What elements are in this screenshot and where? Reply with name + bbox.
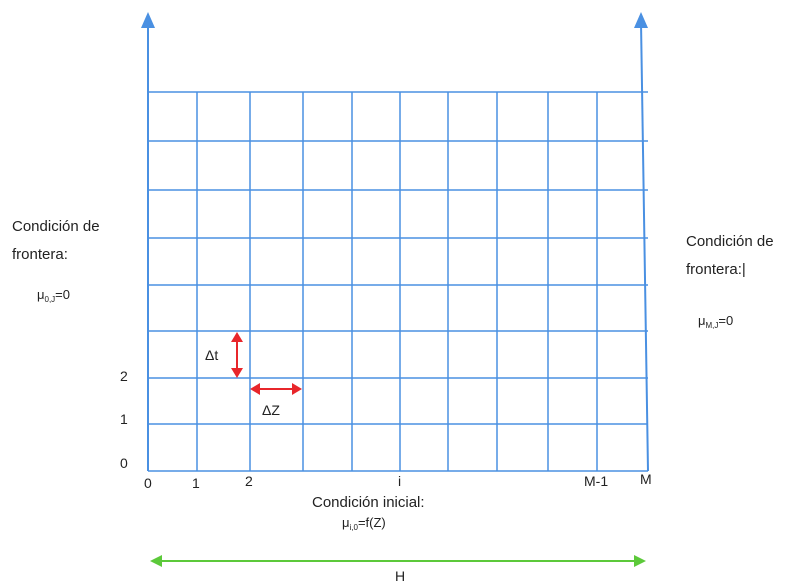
y-label-2: 2	[120, 368, 128, 384]
right-boundary-title-line2: frontera:|	[686, 261, 746, 278]
delta-z-label: ΔZ	[262, 402, 280, 418]
y-label-0: 0	[120, 455, 128, 471]
mesh-grid	[148, 91, 648, 472]
x-label-i: i	[398, 473, 401, 489]
x-label-2: 2	[245, 473, 253, 489]
width-label: H	[395, 568, 405, 584]
delta-t-label: Δt	[205, 347, 218, 363]
x-label-0: 0	[144, 475, 152, 491]
left-boundary-title-line1: Condición de	[12, 218, 100, 235]
initial-condition-formula: μi,0=f(Z)	[342, 515, 386, 532]
delta-z-arrow	[250, 383, 302, 395]
initial-condition-title: Condición inicial:	[312, 494, 425, 511]
right-boundary-title-line1: Condición de	[686, 233, 774, 250]
left-boundary-title-line2: frontera:	[12, 246, 68, 263]
delta-t-arrow	[231, 332, 243, 378]
right-boundary-axis	[640, 21, 649, 472]
right-boundary-formula: μM,J=0	[698, 313, 733, 330]
width-arrow	[150, 555, 646, 567]
right-axis-arrowhead	[634, 12, 648, 28]
x-label-1: 1	[192, 475, 200, 491]
x-label-m: M	[640, 471, 652, 487]
left-axis-arrowhead	[141, 12, 155, 28]
x-label-m-1: M-1	[584, 473, 608, 489]
left-boundary-formula: μ0,J=0	[37, 287, 70, 304]
y-label-1: 1	[120, 411, 128, 427]
